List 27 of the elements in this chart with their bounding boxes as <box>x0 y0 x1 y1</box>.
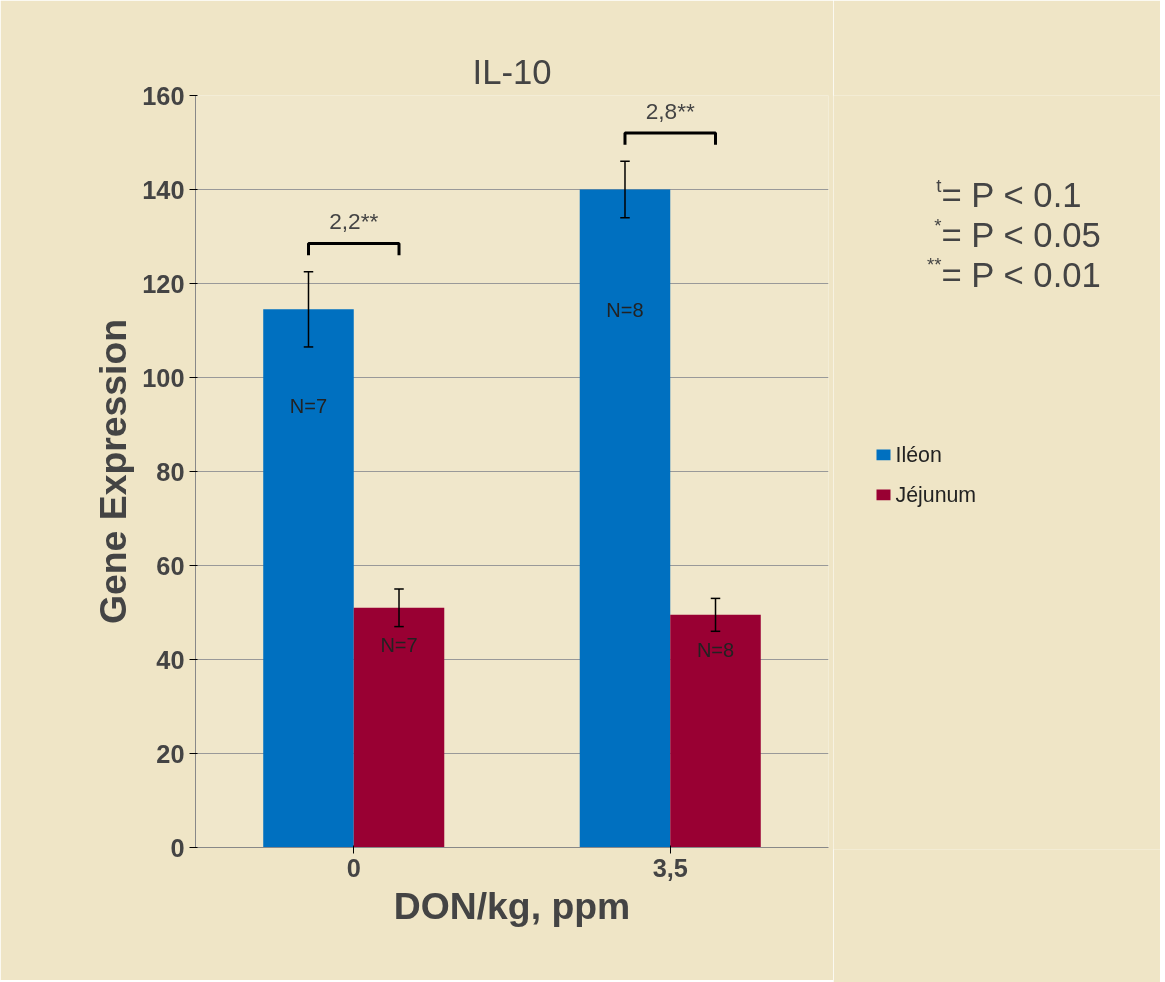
y-tick-label: 40 <box>156 645 185 674</box>
x-tick-label: 3,5 <box>652 853 688 882</box>
legend-label: Jéjunum <box>895 482 977 507</box>
annotation: 2,2** <box>329 208 379 235</box>
x-axis-title: DON/kg, ppm <box>393 884 631 927</box>
bar <box>579 189 671 848</box>
y-tick-label: 60 <box>156 551 185 580</box>
annotation: 2,8** <box>645 97 695 124</box>
y-tick-label: 140 <box>142 175 185 204</box>
legend-label: Iléon <box>895 442 942 467</box>
y-axis-title: Gene Expression <box>92 319 135 624</box>
bar <box>353 607 445 848</box>
annotation: N=8 <box>606 299 644 322</box>
annotation: N=7 <box>289 394 328 417</box>
y-tick-label: 80 <box>156 457 185 486</box>
text: **= P < 0.01 <box>926 254 1101 294</box>
text: *= P < 0.05 <box>934 214 1101 255</box>
y-tick-label: 0 <box>170 833 185 862</box>
y-tick-label: 100 <box>142 363 185 392</box>
y-tick-label: 160 <box>142 81 185 110</box>
annotation: N=8 <box>696 639 735 662</box>
y-tick-label: 20 <box>156 739 185 768</box>
chart-title: IL-10 <box>472 52 552 91</box>
y-tick-label: 120 <box>142 269 185 298</box>
bar <box>263 309 354 848</box>
bar <box>670 614 761 848</box>
annotation: N=7 <box>380 633 418 656</box>
